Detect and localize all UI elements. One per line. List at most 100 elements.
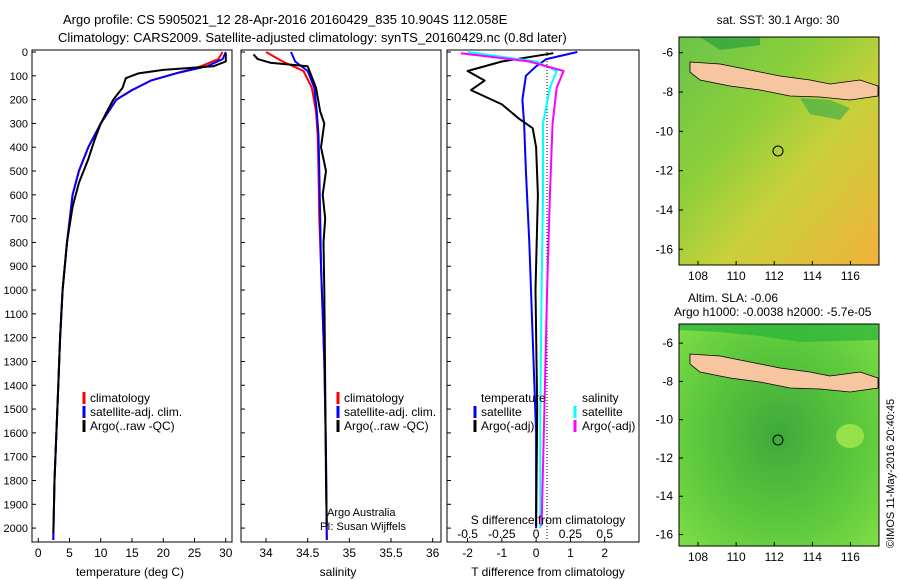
lat-tick-label: -12 — [656, 451, 674, 465]
java-landmass — [689, 353, 879, 393]
temperature-x-axis: 0 5 10 15 20 25 30 — [35, 538, 233, 560]
s-difference-axis-label: S difference from climatology — [471, 513, 626, 527]
lat-tick-label: -14 — [656, 203, 674, 217]
difference-panel-frame — [446, 49, 640, 543]
satellite-adj-clim-line — [290, 51, 328, 541]
depth-tick-label: 1900 — [4, 499, 28, 511]
salinity-legend: climatology satellite-adj. clim. Argo(..… — [336, 391, 436, 433]
x-tick-label: 30 — [219, 546, 233, 560]
legend-temperature-header: temperature — [481, 391, 546, 405]
x2-tick-label: 0.25 — [559, 527, 583, 541]
temperature-axis-label: temperature (deg C) — [76, 565, 184, 579]
x-tick-label: 34 — [259, 546, 273, 560]
argo-raw-qc-line — [252, 53, 328, 526]
legend-argo: Argo(..raw -QC) — [344, 419, 429, 433]
depth-tick-label: 800 — [10, 237, 28, 249]
x2-tick-label: 0.5 — [596, 527, 613, 541]
legend-climatology: climatology — [344, 391, 404, 405]
x-tick-label: 35.5 — [379, 546, 403, 560]
lon-tick-label: 108 — [688, 550, 708, 564]
lon-tick-label: 114 — [803, 550, 822, 564]
lat-tick-label: -6 — [662, 336, 673, 350]
imos-timestamp: ©IMOS 11-May-2016 20:40:45 — [885, 399, 897, 548]
depth-axis: 0 100 200 300 400 500 600 700 800 900 1000 1100 1200… — [4, 47, 451, 535]
lat-tick-label: -8 — [662, 85, 673, 99]
lon-tick-label: 110 — [727, 550, 746, 564]
depth-tick-label: 100 — [10, 71, 28, 83]
title-line1: Argo profile: CS 5905021_12 28-Apr-2016 … — [63, 12, 508, 27]
temperature-argo-adj-line — [466, 52, 554, 526]
sla-lat-axis: -6 -8 -10 -12 -14 -16 — [656, 336, 683, 542]
lat-tick-label: -6 — [662, 46, 673, 60]
salinity-x-axis: 34 34.5 35 35.5 36 — [259, 538, 440, 560]
x-tick-label: 10 — [94, 546, 108, 560]
argo-float-marker — [772, 145, 784, 157]
depth-tick-label: 1400 — [4, 380, 28, 392]
lon-tick-label: 112 — [765, 269, 784, 283]
salinity-axis-label: salinity — [320, 565, 357, 579]
depth-tick-label: 1800 — [4, 475, 28, 487]
argo-float-marker — [772, 434, 784, 446]
difference-legend: temperature salinity satellite Argo(-adj… — [473, 391, 635, 433]
legend-t-satellite: satellite — [481, 405, 522, 419]
t-difference-axis-label: T difference from climatology — [471, 565, 625, 579]
sla-map: -6 -8 -10 -12 -14 -16 108 110 112 114 116 — [656, 323, 880, 564]
sla-lon-axis: 108 110 112 114 116 — [688, 542, 860, 564]
legend-t-argo: Argo(-adj) — [481, 419, 534, 433]
x-tick-label: 34.5 — [296, 546, 320, 560]
difference-series — [460, 51, 578, 529]
credit-line-1: Argo Australia — [327, 507, 396, 519]
x2-tick-label: -0.25 — [488, 527, 516, 541]
salinity-argo-adj-line — [460, 52, 565, 526]
x-tick-label: 1 — [567, 546, 574, 560]
lon-tick-label: 110 — [727, 269, 746, 283]
x-tick-label: 36 — [426, 546, 440, 560]
depth-tick-label: 500 — [10, 166, 28, 178]
x-tick-label: 25 — [188, 546, 202, 560]
depth-tick-label: 1600 — [4, 428, 28, 440]
x-tick-label: -2 — [462, 546, 473, 560]
x-tick-label: 20 — [157, 546, 171, 560]
t-difference-x-axis: -2 -1 0 1 2 — [462, 538, 608, 560]
x-tick-label: 2 — [601, 546, 608, 560]
lon-tick-label: 114 — [803, 269, 822, 283]
depth-tick-label: 1200 — [4, 333, 28, 345]
sst-lat-axis: -6 -8 -10 -12 -14 -16 — [656, 46, 683, 256]
x-tick-label: 0 — [35, 546, 42, 560]
lon-tick-label: 116 — [841, 269, 860, 283]
x-tick-label: 5 — [66, 546, 73, 560]
lat-tick-label: -12 — [656, 164, 674, 178]
lon-tick-label: 112 — [765, 550, 784, 564]
lat-tick-label: -14 — [656, 489, 674, 503]
x-tick-label: 15 — [125, 546, 139, 560]
depth-tick-label: 1100 — [4, 309, 28, 321]
lat-tick-label: -10 — [656, 413, 674, 427]
title-line2: Climatology: CARS2009. Satellite-adjuste… — [58, 30, 567, 45]
satellite-adj-clim-line — [52, 51, 227, 541]
lat-tick-label: -8 — [662, 374, 673, 388]
x-tick-label: 35 — [343, 546, 357, 560]
sst-map: -6 -8 -10 -12 -14 -16 108 110 112 114 116 — [656, 36, 880, 283]
java-landmass — [689, 61, 879, 101]
legend-s-satellite: satellite — [582, 405, 623, 419]
depth-tick-label: 1000 — [4, 285, 28, 297]
temperature-series — [52, 51, 227, 541]
depth-tick-label: 600 — [10, 190, 28, 202]
credit-line-2: PI: Susan Wijffels — [320, 521, 406, 533]
temperature-legend: climatology satellite-adj. clim. Argo(..… — [82, 391, 182, 433]
sst-map-frame — [678, 36, 880, 266]
depth-tick-label: 1300 — [4, 356, 28, 368]
temperature-satellite-line — [521, 51, 578, 529]
sla-map-title-1: Altim. SLA: -0.06 — [688, 291, 778, 305]
x2-tick-label: -0.5 — [457, 527, 478, 541]
lat-tick-label: -10 — [656, 124, 674, 138]
legend-satellite-adj: satellite-adj. clim. — [90, 405, 182, 419]
x2-tick-label: 0 — [533, 527, 540, 541]
salinity-series — [252, 51, 328, 541]
lat-tick-label: -16 — [656, 528, 674, 542]
legend-s-argo: Argo(-adj) — [582, 419, 635, 433]
depth-tick-label: 200 — [10, 95, 28, 107]
depth-tick-label: 300 — [10, 118, 28, 130]
depth-tick-label: 1500 — [4, 404, 28, 416]
legend-satellite-adj: satellite-adj. clim. — [344, 405, 436, 419]
